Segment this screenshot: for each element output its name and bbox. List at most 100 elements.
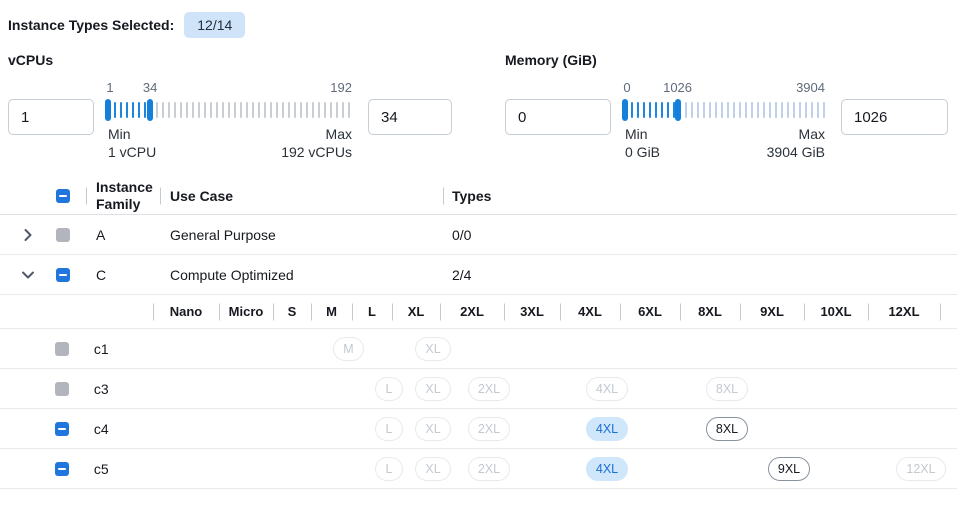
use-case-value: General Purpose [170,226,276,243]
vcpus-max-input[interactable] [368,99,452,135]
type-checkbox-c5[interactable] [54,461,69,476]
memory-max-input[interactable] [841,99,948,135]
size-pills-area [156,329,170,368]
slider-tick [204,102,206,118]
slider-tick [649,102,651,118]
checkbox-cell [48,215,86,254]
size-pill-2xl-disabled: 2XL [467,416,511,441]
size-cell-12xl [885,409,957,448]
slider-tick [228,102,230,118]
instance-type-name: c1 [93,340,109,357]
slider-tick [138,102,140,118]
size-cell-6xl [637,449,697,488]
size-cell-8xl: 8XL [697,369,757,408]
size-column-header-nano: Nano [153,295,219,328]
size-cell-3xl [521,409,577,448]
slider-tick [739,102,741,118]
size-column-header-3xl: 3XL [504,295,560,328]
memory-slider-value-label: 1026 [663,80,693,95]
checkbox-cell [47,369,84,408]
expand-column-header [0,177,48,214]
table-body: A General Purpose 0/0 C Compute Optimized 2/4… [0,215,957,489]
size-pill-8xl-disabled: 8XL [705,376,749,401]
slider-tick [763,102,765,118]
size-pill-9xl-enabled[interactable]: 9XL [767,456,811,481]
select-all-checkbox[interactable] [56,188,70,203]
vcpus-filter: vCPUs 1 34 192 Min 1 vCPU Max 192 [8,40,460,161]
size-cell-2xl [457,329,521,368]
vcpus-max-caption-title: Max [325,126,352,142]
size-cell-3xl [521,449,577,488]
size-pill-2xl-disabled: 2XL [467,376,511,401]
size-pill-xl-disabled: XL [415,376,451,401]
expand-cell-empty [0,409,47,448]
slider-tick [216,102,218,118]
expand-cell[interactable] [0,215,48,254]
slider-tick [685,102,687,118]
slider-tick [270,102,272,118]
size-column-header-12xl: 12XL [868,295,940,328]
slider-tick [691,102,693,118]
instance-family-column-header: Instance Family [96,178,153,212]
size-pill-8xl-enabled[interactable]: 8XL [705,416,749,441]
size-column-header-9xl: 9XL [740,295,804,328]
slider-tick [282,102,284,118]
memory-range-slider[interactable]: 0 1026 3904 Min 0 GiB Max 3904 GiB [622,80,825,161]
slider-tick [787,102,789,118]
family-row-c[interactable]: C Compute Optimized 2/4 [0,255,957,295]
slider-tick [324,102,326,118]
size-cell-4xl: 4XL [577,369,637,408]
slider-tick [631,102,633,118]
instance-type-row-c4: c4 L XL 2XL 4XL 8XL [0,409,957,449]
memory-slider-track[interactable] [622,99,825,121]
slider-tick [312,102,314,118]
vcpus-slider-track[interactable] [105,99,352,121]
size-cell-10xl [821,329,885,368]
size-cell-9xl [757,409,821,448]
slider-tick [715,102,717,118]
size-cell-xl: XL [409,369,457,408]
family-checkbox-c[interactable] [56,267,70,282]
slider-tick [697,102,699,118]
instance-family-table: Instance Family Use Case Types A General … [0,177,957,489]
slider-tick [721,102,723,118]
vcpus-slider-min-label: 1 [106,80,114,95]
size-column-label: 2XL [460,304,484,319]
slider-tick [799,102,801,118]
size-pill-4xl-selected[interactable]: 4XL [585,456,629,481]
slider-tick [342,102,344,118]
slider-tick [336,102,338,118]
size-column-header-xl: XL [392,295,440,328]
size-cell-s [290,369,328,408]
checkbox-cell [47,409,84,448]
vcpus-min-input[interactable] [8,99,94,135]
instance-type-name: c5 [93,460,109,477]
size-cell-2xl: 2XL [457,449,521,488]
size-column-header-10xl: 10XL [804,295,868,328]
family-row-a[interactable]: A General Purpose 0/0 [0,215,957,255]
size-column-label: 4XL [578,304,602,319]
size-header-spacer [0,295,153,328]
type-checkbox-c4[interactable] [54,421,69,436]
slider-lower-handle[interactable] [105,99,111,121]
size-pills-area [156,449,170,488]
size-cell-9xl [757,369,821,408]
slider-upper-handle[interactable] [674,99,681,121]
slider-upper-handle[interactable] [147,99,154,121]
vcpus-slider-max-label: 192 [330,80,352,95]
size-pill-2xl-disabled: 2XL [467,456,511,481]
slider-lower-handle[interactable] [622,99,628,121]
expand-cell[interactable] [0,255,48,294]
slider-tick [661,102,663,118]
types-count: 2/4 [452,266,472,283]
vcpus-range-slider[interactable]: 1 34 192 Min 1 vCPU Max 192 vCPUs [105,80,352,161]
slider-tick [703,102,705,118]
size-pill-4xl-disabled: 4XL [585,376,629,401]
slider-tick [222,102,224,118]
size-pill-4xl-selected[interactable]: 4XL [585,416,629,441]
size-column-label: 10XL [820,304,852,319]
memory-min-caption-value: 0 GiB [625,144,661,160]
size-cell-10xl [821,449,885,488]
memory-min-input[interactable] [505,99,611,135]
slider-tick [727,102,729,118]
